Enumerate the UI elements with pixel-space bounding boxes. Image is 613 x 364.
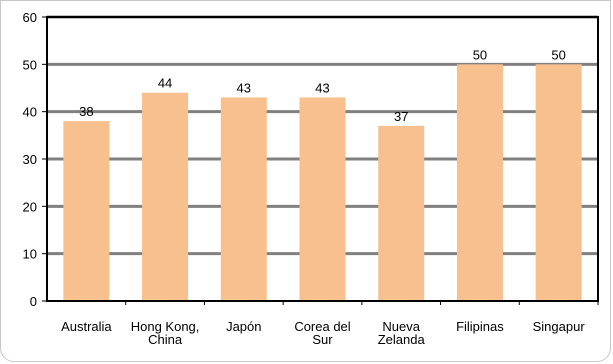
y-tick-label: 60 xyxy=(23,10,37,25)
data-label: 38 xyxy=(79,104,93,119)
bar xyxy=(299,97,346,301)
data-label: 37 xyxy=(394,109,408,124)
y-tick-label: 50 xyxy=(23,57,37,72)
y-tick-label: 0 xyxy=(30,294,37,309)
x-tick-label: Corea del Sur xyxy=(294,319,350,347)
x-tick-label: Singapur xyxy=(533,319,586,334)
bar xyxy=(456,64,503,301)
bar xyxy=(378,125,425,301)
x-tick-label: Australia xyxy=(61,319,112,334)
y-tick-label: 10 xyxy=(23,247,37,262)
y-tick-label: 20 xyxy=(23,199,37,214)
bar xyxy=(535,64,582,301)
x-tick-label: Nueva Zelanda xyxy=(378,319,426,347)
y-tick-label: 30 xyxy=(23,152,37,167)
y-tick-label: 40 xyxy=(23,105,37,120)
data-label: 50 xyxy=(551,47,565,62)
x-tick-label: Japón xyxy=(226,319,261,334)
bar xyxy=(142,92,189,301)
x-tick-label: Hong Kong, China xyxy=(131,319,200,347)
data-label: 43 xyxy=(237,80,251,95)
data-label: 43 xyxy=(315,80,329,95)
plot-area-border xyxy=(46,16,599,302)
bar xyxy=(220,97,267,301)
x-tick-label: Filipinas xyxy=(456,319,504,334)
data-label: 50 xyxy=(473,47,487,62)
data-label: 44 xyxy=(158,76,172,91)
bar xyxy=(63,121,110,301)
